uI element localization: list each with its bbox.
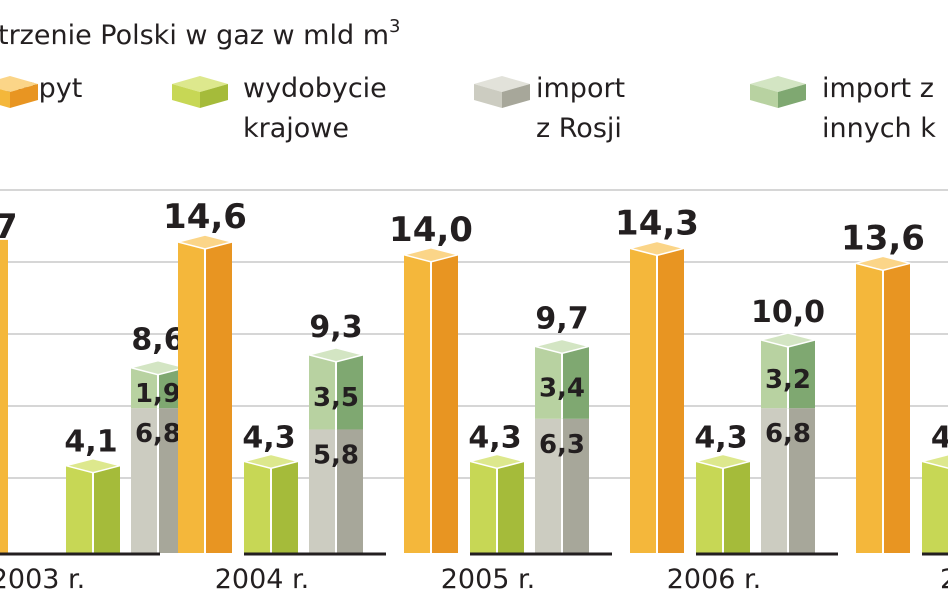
value-label-wydobycie: 4, xyxy=(931,420,948,455)
value-label-wydobycie: 4,3 xyxy=(468,420,521,455)
value-label-popyt: 13,6 xyxy=(841,218,925,258)
value-label-import-total: 9,3 xyxy=(309,310,362,345)
bar-popyt-1 xyxy=(175,234,235,553)
bar-wydobycie-0 xyxy=(63,457,123,553)
value-label-wydobycie: 4,3 xyxy=(694,420,747,455)
bar-import-rosja-2 xyxy=(535,418,589,553)
legend-swatch-import-inne xyxy=(750,76,806,108)
value-label-import-total: 10,0 xyxy=(751,295,825,330)
value-label-popyt: 14,3 xyxy=(615,203,699,243)
bar-import-inne-3 xyxy=(758,332,818,409)
x-tick-label: 2003 r. xyxy=(0,564,85,593)
value-label-wydobycie: 4,1 xyxy=(64,425,117,460)
value-label-import-inne: 3,4 xyxy=(539,374,585,404)
chart-title-superscript: 3 xyxy=(389,16,401,37)
value-label-popyt: 14,6 xyxy=(163,197,247,237)
bar-wydobycie-4 xyxy=(919,453,948,553)
bar-import-rosja-3 xyxy=(761,408,815,553)
bar-wydobycie-3 xyxy=(693,453,753,553)
x-tick-label: 2006 r. xyxy=(667,564,762,593)
chart-title-text: trzenie Polski w gaz w mld m xyxy=(0,20,389,51)
value-label-wydobycie: 4,3 xyxy=(242,420,295,455)
bar-popyt-0 xyxy=(0,239,8,553)
x-tick-label: 2004 r. xyxy=(215,564,310,593)
legend-swatch-wydobycie xyxy=(172,76,228,108)
bar-import-rosja-1 xyxy=(309,429,363,553)
value-label-popyt: 14,0 xyxy=(389,210,473,250)
bar-popyt-2 xyxy=(401,247,461,554)
legend-label-import-rosja-line2: z Rosji xyxy=(536,113,622,144)
legend-label-import-inne-line2: innych k xyxy=(822,113,936,144)
value-label-import-inne: 1,9 xyxy=(135,379,181,409)
value-label-import-inne: 3,5 xyxy=(313,383,359,413)
bar-import-inne-2 xyxy=(532,338,592,419)
value-label-import-rosja: 6,8 xyxy=(135,419,181,449)
bar-wydobycie-2 xyxy=(467,453,527,553)
value-label-popyt: 7 xyxy=(0,207,18,247)
legend-swatch-import-rosja xyxy=(474,76,530,108)
chart-title: trzenie Polski w gaz w mld m3 xyxy=(0,10,400,53)
bar-wydobycie-1 xyxy=(241,453,301,553)
legend-label-import-rosja: import xyxy=(536,73,626,104)
value-label-import-total: 9,7 xyxy=(535,301,588,336)
value-label-import-inne: 3,2 xyxy=(765,365,811,395)
legend-swatch-popyt xyxy=(0,76,38,108)
bar-popyt-3 xyxy=(627,240,687,553)
x-tick-label: 200 xyxy=(940,564,948,593)
x-tick-label: 2005 r. xyxy=(441,564,536,593)
legend-label-import-inne: import z xyxy=(822,73,934,104)
legend-label-wydobycie: wydobycie xyxy=(243,73,387,104)
value-label-import-total: 8,6 xyxy=(131,323,184,358)
value-label-import-rosja: 5,8 xyxy=(313,440,359,470)
value-label-import-rosja: 6,8 xyxy=(765,419,811,449)
bar-popyt-4 xyxy=(853,255,913,553)
legend-label-wydobycie-line2: krajowe xyxy=(243,113,349,144)
value-label-import-rosja: 6,3 xyxy=(539,430,585,460)
bar-import-inne-1 xyxy=(306,347,366,430)
